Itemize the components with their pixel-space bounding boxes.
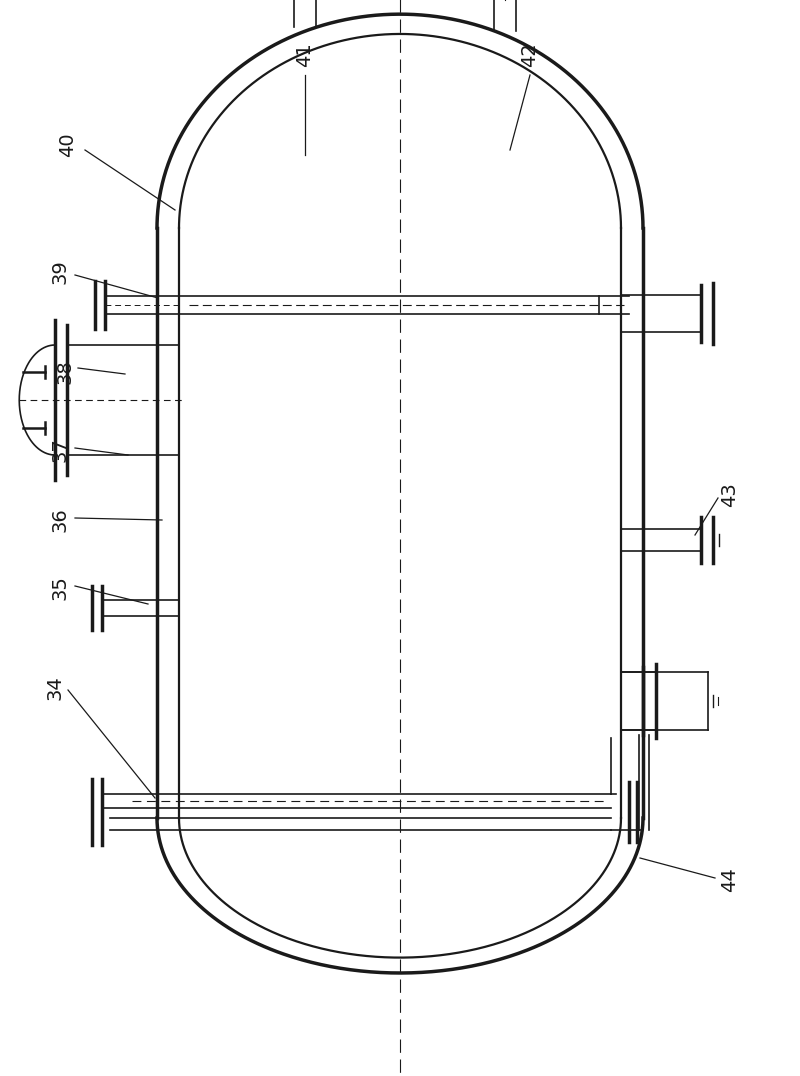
- Text: 34: 34: [46, 676, 65, 700]
- Text: 42: 42: [521, 43, 539, 68]
- Text: 41: 41: [295, 43, 314, 68]
- Text: 38: 38: [55, 359, 74, 384]
- Text: 36: 36: [50, 508, 70, 533]
- Text: 43: 43: [721, 483, 739, 508]
- Text: 40: 40: [58, 132, 78, 157]
- Text: 39: 39: [50, 259, 70, 284]
- Text: 44: 44: [721, 867, 739, 892]
- Text: 37: 37: [50, 438, 70, 463]
- Text: 35: 35: [50, 576, 70, 600]
